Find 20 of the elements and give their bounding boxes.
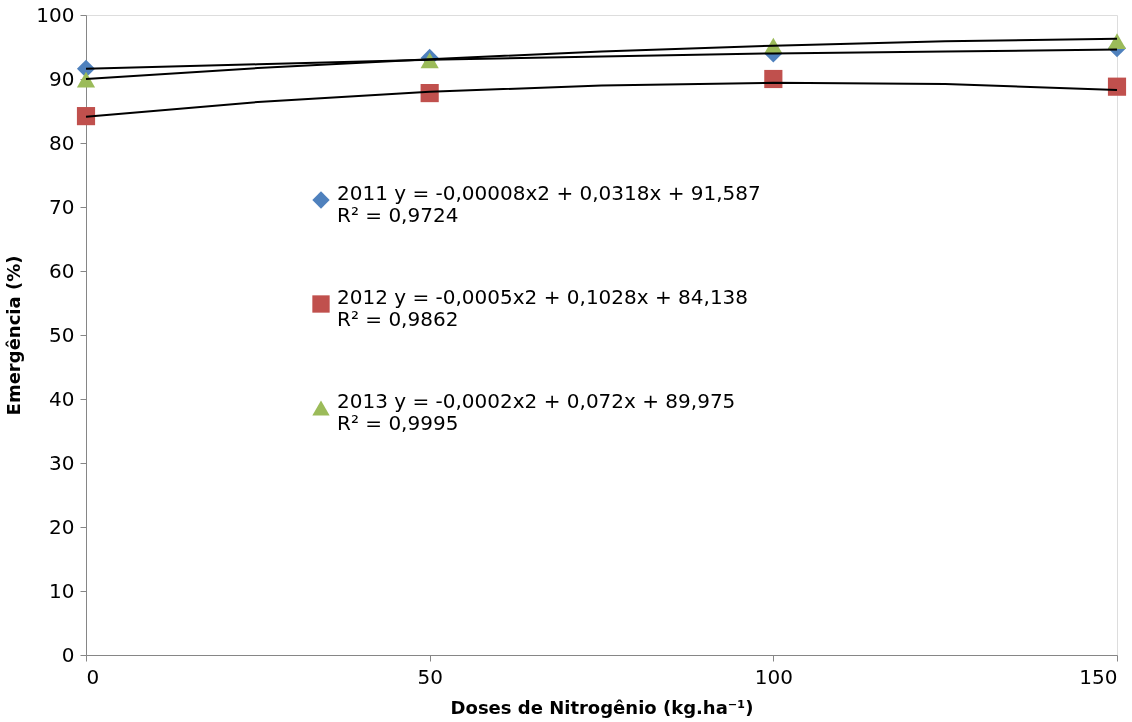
legend-label: 2013 y = -0,0002x2 + 0,072x + 89,975 R² = 0,9995 xyxy=(337,389,736,435)
x-tick-label: 0 xyxy=(86,664,100,689)
x-tick-label: 50 xyxy=(417,664,443,689)
legend-label: 2012 y = -0,0005x2 + 0,1028x + 84,138 R² = 0,9862 xyxy=(337,285,749,331)
y-tick-label: 40 xyxy=(49,386,75,411)
y-tick-label: 20 xyxy=(49,514,75,539)
legend-label: 2011 y = -0,00008x2 + 0,0318x + 91,587 R² = 0,9724 xyxy=(337,181,761,227)
x-tick-label: 150 xyxy=(1079,664,1118,689)
y-tick-label: 10 xyxy=(49,578,75,603)
y-tick-label: 50 xyxy=(49,322,75,347)
y-tick-label: 60 xyxy=(49,258,75,283)
y-tick-label: 80 xyxy=(49,130,75,155)
y-tick-label: 70 xyxy=(49,194,75,219)
y-tick-label: 90 xyxy=(49,66,75,91)
x-axis-title: Doses de Nitrogênio (kg.ha⁻¹) xyxy=(450,696,754,718)
y-tick-label: 30 xyxy=(49,450,75,475)
x-tick-label: 100 xyxy=(754,664,793,689)
y-axis-title: Emergência (%) xyxy=(3,255,25,416)
y-tick-label: 100 xyxy=(36,2,75,27)
y-tick-label: 0 xyxy=(61,642,75,667)
